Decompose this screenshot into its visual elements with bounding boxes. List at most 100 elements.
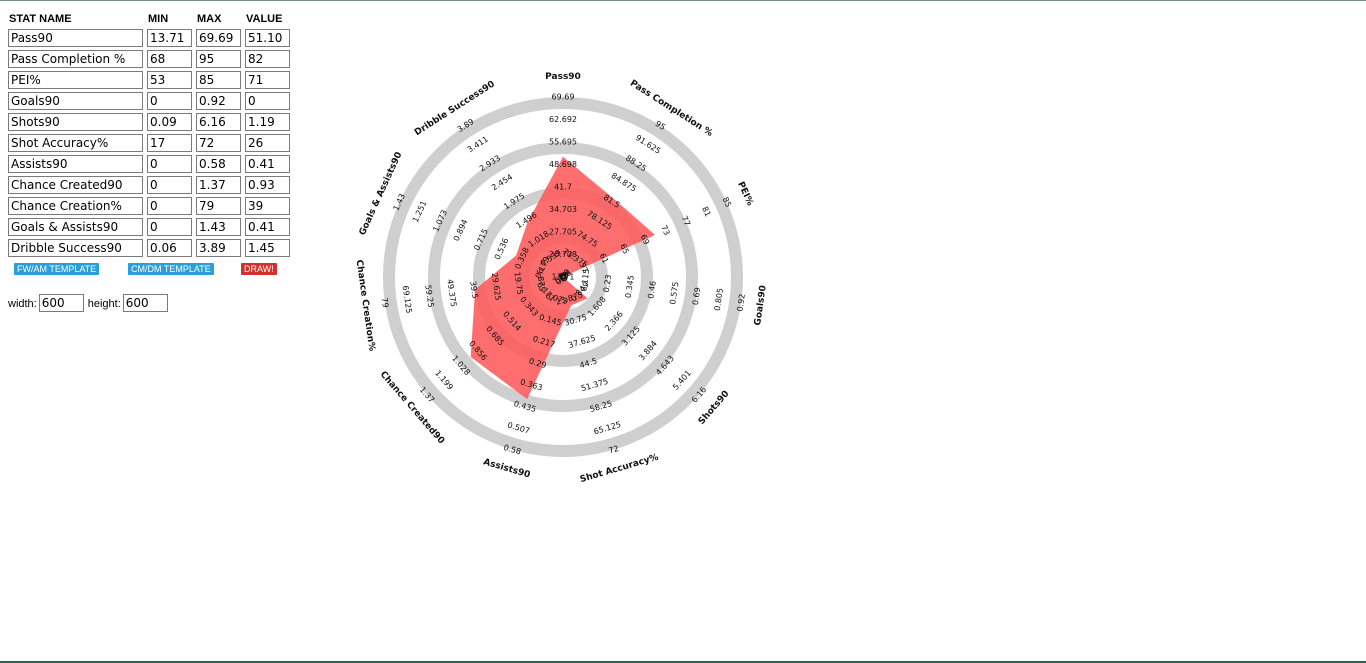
min-input[interactable]: [147, 29, 192, 47]
stat-name-input[interactable]: [8, 239, 143, 257]
height-input[interactable]: [122, 294, 168, 312]
tick-label: 34.703: [549, 205, 577, 214]
table-row: [8, 218, 290, 236]
axis-label: Chance Creation%: [354, 259, 377, 352]
tick-label: 73: [659, 224, 671, 237]
table-cell: [196, 113, 241, 131]
max-input[interactable]: [196, 113, 241, 131]
value-input[interactable]: [245, 176, 290, 194]
min-input[interactable]: [147, 71, 192, 89]
tick-label: 69.69: [552, 93, 575, 102]
stat-name-input[interactable]: [8, 113, 143, 131]
axis-label: Goals90: [753, 285, 769, 327]
table-cell: [147, 71, 192, 89]
stat-name-input[interactable]: [8, 29, 143, 47]
cm-dm-template-button[interactable]: CM/DM TEMPLATE: [128, 263, 214, 275]
value-input[interactable]: [245, 155, 290, 173]
table-cell: [196, 29, 241, 47]
tick-label: 59.25: [423, 284, 435, 308]
size-controls: width: height:: [8, 294, 294, 312]
max-input[interactable]: [196, 134, 241, 152]
table-cell: [196, 134, 241, 152]
max-input[interactable]: [196, 71, 241, 89]
max-input[interactable]: [196, 239, 241, 257]
stat-name-input[interactable]: [8, 155, 143, 173]
tick-label: 79: [380, 297, 390, 308]
table-cell: [245, 50, 290, 68]
axis-label: Pass Completion %: [628, 79, 714, 139]
max-input[interactable]: [196, 92, 241, 110]
max-input[interactable]: [196, 176, 241, 194]
min-input[interactable]: [147, 176, 192, 194]
value-input[interactable]: [245, 71, 290, 89]
max-input[interactable]: [196, 197, 241, 215]
tick-label: 48.698: [549, 160, 577, 169]
width-input[interactable]: [38, 294, 84, 312]
table-cell: [245, 29, 290, 47]
tick-label: 0.507: [506, 421, 531, 436]
table-cell: [245, 71, 290, 89]
axis-label: Assists90: [482, 457, 531, 480]
value-input[interactable]: [245, 197, 290, 215]
tick-label: 0: [558, 273, 568, 281]
min-input[interactable]: [147, 197, 192, 215]
value-input[interactable]: [245, 134, 290, 152]
header-min: MIN: [148, 13, 169, 25]
stat-name-input[interactable]: [8, 71, 143, 89]
max-input[interactable]: [196, 50, 241, 68]
min-input[interactable]: [147, 239, 192, 257]
max-input[interactable]: [196, 218, 241, 236]
table-cell: [147, 155, 192, 173]
axis-label: Shot Accuracy%: [579, 453, 660, 485]
value-input[interactable]: [245, 92, 290, 110]
table-cell: [147, 239, 192, 257]
table-row: [8, 197, 290, 215]
value-input[interactable]: [245, 113, 290, 131]
stat-name-input[interactable]: [8, 197, 143, 215]
data-polygon: [470, 156, 656, 400]
tick-label: 0.894: [452, 218, 470, 243]
max-input[interactable]: [196, 155, 241, 173]
fw-am-template-button[interactable]: FW/AM TEMPLATE: [14, 263, 100, 275]
tick-label: 65: [618, 242, 630, 255]
tick-label: 77: [680, 214, 692, 227]
stat-name-input[interactable]: [8, 134, 143, 152]
table-row: [8, 239, 290, 257]
min-input[interactable]: [147, 113, 192, 131]
stat-name-input[interactable]: [8, 92, 143, 110]
table-cell: [196, 197, 241, 215]
value-input[interactable]: [245, 218, 290, 236]
value-input[interactable]: [245, 29, 290, 47]
table-cell: [245, 92, 290, 110]
table-cell: [8, 155, 143, 173]
value-input[interactable]: [245, 239, 290, 257]
tick-label: 29.625: [490, 272, 503, 301]
min-input[interactable]: [147, 155, 192, 173]
tick-label: 53: [557, 270, 569, 283]
tick-label: 1.251: [411, 199, 429, 224]
table-row: [8, 155, 290, 173]
min-input[interactable]: [147, 218, 192, 236]
table-cell: [147, 113, 192, 131]
ring-band: [383, 97, 743, 457]
tick-label: 72: [608, 444, 620, 456]
table-row: [8, 29, 290, 47]
table-cell: [8, 113, 143, 131]
stat-table: STAT NAME MIN MAX VALUE: [4, 9, 294, 260]
table-cell: [245, 155, 290, 173]
stat-editor: STAT NAME MIN MAX VALUE FW/AM TEMPLATE C…: [8, 9, 294, 312]
stat-name-input[interactable]: [8, 50, 143, 68]
min-input[interactable]: [147, 134, 192, 152]
min-input[interactable]: [147, 92, 192, 110]
table-cell: [8, 92, 143, 110]
tick-label: 0.805: [713, 287, 725, 311]
tick-label: 37.625: [567, 334, 596, 351]
min-input[interactable]: [147, 50, 192, 68]
max-input[interactable]: [196, 29, 241, 47]
draw-button[interactable]: DRAW!: [241, 263, 277, 275]
table-cell: [8, 71, 143, 89]
table-cell: [196, 239, 241, 257]
stat-name-input[interactable]: [8, 218, 143, 236]
stat-name-input[interactable]: [8, 176, 143, 194]
value-input[interactable]: [245, 50, 290, 68]
